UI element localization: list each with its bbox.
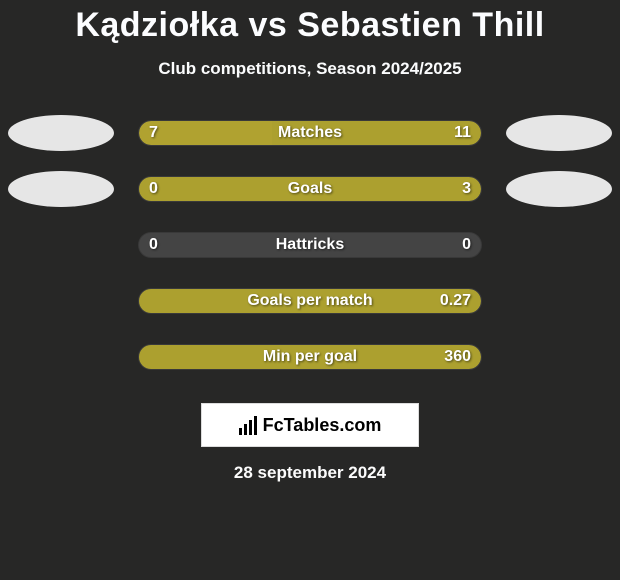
stat-value-right: 11 <box>454 121 471 145</box>
stat-value-right: 3 <box>462 177 471 201</box>
player-ellipse-left <box>8 283 114 319</box>
stat-bar: 0Goals3 <box>138 176 482 202</box>
stat-label: Min per goal <box>139 345 481 369</box>
player-ellipse-left <box>8 115 114 151</box>
bars-icon <box>239 416 257 435</box>
stat-row: 7Matches11 <box>0 115 620 151</box>
stat-bar: Min per goal360 <box>138 344 482 370</box>
stats-card: Kądziołka vs Sebastien Thill Club compet… <box>0 0 620 580</box>
stat-label: Goals per match <box>139 289 481 313</box>
branding-badge: FcTables.com <box>201 403 419 447</box>
stat-label: Goals <box>139 177 481 201</box>
player-ellipse-left <box>8 171 114 207</box>
stat-bar: 0Hattricks0 <box>138 232 482 258</box>
stat-label: Hattricks <box>139 233 481 257</box>
stat-value-right: 0 <box>462 233 471 257</box>
page-title: Kądziołka vs Sebastien Thill <box>0 6 620 45</box>
player-ellipse-right <box>506 227 612 263</box>
stat-rows: 7Matches110Goals30Hattricks0Goals per ma… <box>0 115 620 375</box>
stat-value-right: 360 <box>444 345 471 369</box>
stat-bar: 7Matches11 <box>138 120 482 146</box>
date-line: 28 september 2024 <box>0 463 620 483</box>
player-ellipse-right <box>506 339 612 375</box>
stat-row: Min per goal360 <box>0 339 620 375</box>
stat-row: 0Hattricks0 <box>0 227 620 263</box>
player-ellipse-left <box>8 339 114 375</box>
stat-row: Goals per match0.27 <box>0 283 620 319</box>
stat-row: 0Goals3 <box>0 171 620 207</box>
player-ellipse-right <box>506 115 612 151</box>
stat-label: Matches <box>139 121 481 145</box>
stat-bar: Goals per match0.27 <box>138 288 482 314</box>
player-ellipse-right <box>506 283 612 319</box>
player-ellipse-right <box>506 171 612 207</box>
branding-text: FcTables.com <box>263 415 382 436</box>
subtitle: Club competitions, Season 2024/2025 <box>0 59 620 79</box>
player-ellipse-left <box>8 227 114 263</box>
stat-value-right: 0.27 <box>440 289 471 313</box>
